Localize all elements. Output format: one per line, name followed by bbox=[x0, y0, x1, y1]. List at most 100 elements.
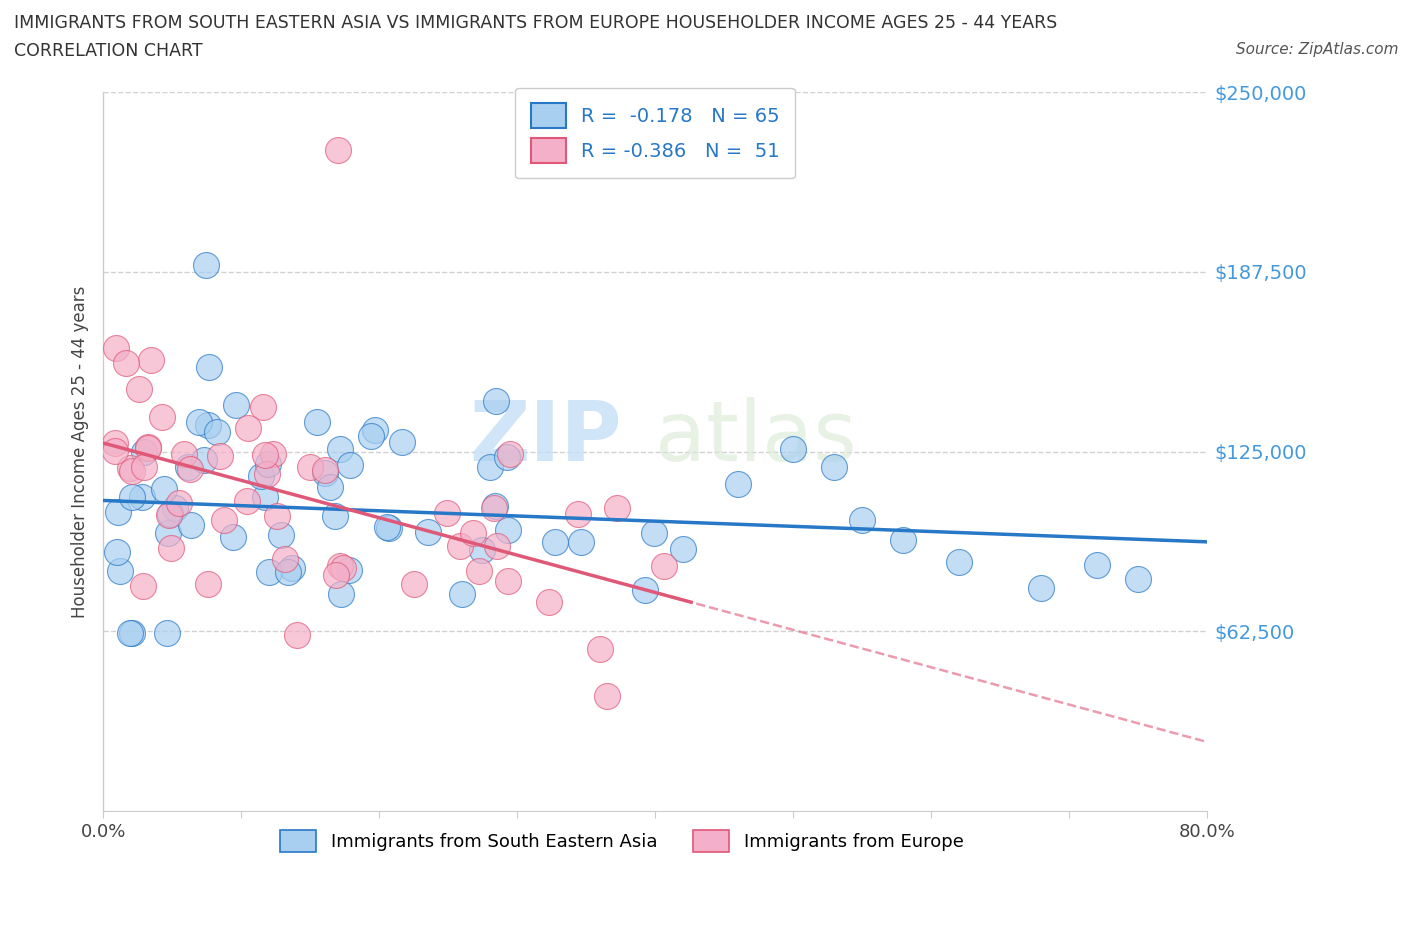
Point bbox=[179, 461, 201, 476]
Point bbox=[193, 453, 215, 468]
Point bbox=[589, 642, 612, 657]
Point bbox=[108, 564, 131, 578]
Point bbox=[280, 561, 302, 576]
Point bbox=[250, 469, 273, 484]
Point bbox=[337, 562, 360, 577]
Point bbox=[131, 489, 153, 504]
Point bbox=[1126, 572, 1149, 587]
Point bbox=[262, 446, 284, 461]
Point bbox=[121, 490, 143, 505]
Point bbox=[225, 398, 247, 413]
Point bbox=[485, 394, 508, 409]
Point bbox=[402, 577, 425, 591]
Point bbox=[569, 535, 592, 550]
Point bbox=[329, 587, 352, 602]
Point bbox=[253, 448, 276, 463]
Text: Source: ZipAtlas.com: Source: ZipAtlas.com bbox=[1236, 42, 1399, 57]
Point bbox=[314, 463, 336, 478]
Y-axis label: Householder Income Ages 25 - 44 years: Householder Income Ages 25 - 44 years bbox=[72, 286, 89, 618]
Point bbox=[136, 439, 159, 454]
Point bbox=[471, 542, 494, 557]
Point bbox=[364, 422, 387, 437]
Point bbox=[157, 508, 180, 523]
Point bbox=[194, 258, 217, 272]
Point bbox=[197, 418, 219, 432]
Point bbox=[416, 525, 439, 539]
Point bbox=[173, 446, 195, 461]
Point bbox=[105, 544, 128, 559]
Point bbox=[104, 444, 127, 458]
Point bbox=[156, 625, 179, 640]
Point bbox=[274, 552, 297, 567]
Point bbox=[121, 464, 143, 479]
Point bbox=[652, 558, 675, 573]
Point bbox=[482, 500, 505, 515]
Point bbox=[329, 558, 352, 573]
Point bbox=[277, 565, 299, 579]
Point bbox=[132, 578, 155, 593]
Point bbox=[121, 625, 143, 640]
Text: IMMIGRANTS FROM SOUTH EASTERN ASIA VS IMMIGRANTS FROM EUROPE HOUSEHOLDER INCOME : IMMIGRANTS FROM SOUTH EASTERN ASIA VS IM… bbox=[14, 14, 1057, 32]
Point bbox=[256, 457, 278, 472]
Point bbox=[212, 512, 235, 527]
Point bbox=[596, 688, 619, 703]
Point bbox=[378, 521, 401, 536]
Point bbox=[253, 489, 276, 504]
Point bbox=[208, 449, 231, 464]
Point bbox=[319, 479, 342, 494]
Point bbox=[544, 535, 567, 550]
Point bbox=[486, 539, 509, 554]
Point bbox=[567, 507, 589, 522]
Point bbox=[1031, 580, 1053, 595]
Point bbox=[159, 506, 181, 521]
Point bbox=[326, 142, 349, 157]
Text: atlas: atlas bbox=[655, 397, 856, 478]
Point bbox=[643, 525, 665, 540]
Point bbox=[120, 460, 142, 475]
Point bbox=[134, 445, 156, 459]
Point bbox=[436, 505, 458, 520]
Point bbox=[222, 530, 245, 545]
Point bbox=[139, 352, 162, 367]
Point bbox=[270, 527, 292, 542]
Point bbox=[1085, 557, 1108, 572]
Point bbox=[538, 594, 561, 609]
Point bbox=[157, 526, 180, 541]
Point bbox=[672, 541, 695, 556]
Text: ZIP: ZIP bbox=[470, 397, 621, 478]
Point bbox=[153, 481, 176, 496]
Point bbox=[160, 540, 183, 555]
Point bbox=[339, 458, 361, 472]
Point bbox=[360, 428, 382, 443]
Point bbox=[252, 400, 274, 415]
Point bbox=[150, 409, 173, 424]
Point bbox=[134, 460, 156, 475]
Point bbox=[165, 500, 187, 515]
Point bbox=[128, 382, 150, 397]
Point bbox=[463, 525, 485, 540]
Point bbox=[484, 498, 506, 513]
Text: CORRELATION CHART: CORRELATION CHART bbox=[14, 42, 202, 60]
Point bbox=[107, 504, 129, 519]
Point bbox=[727, 476, 749, 491]
Point bbox=[893, 533, 915, 548]
Point bbox=[305, 414, 328, 429]
Point bbox=[299, 459, 322, 474]
Point bbox=[478, 459, 501, 474]
Point bbox=[375, 519, 398, 534]
Point bbox=[332, 561, 354, 576]
Point bbox=[948, 555, 970, 570]
Point bbox=[257, 565, 280, 579]
Point bbox=[236, 420, 259, 435]
Point bbox=[499, 446, 522, 461]
Point bbox=[329, 441, 352, 456]
Point bbox=[104, 435, 127, 450]
Point bbox=[634, 583, 657, 598]
Point bbox=[167, 496, 190, 511]
Point bbox=[824, 459, 846, 474]
Point bbox=[188, 415, 211, 430]
Point bbox=[325, 567, 347, 582]
Point bbox=[285, 628, 308, 643]
Point bbox=[314, 466, 336, 481]
Point bbox=[120, 625, 142, 640]
